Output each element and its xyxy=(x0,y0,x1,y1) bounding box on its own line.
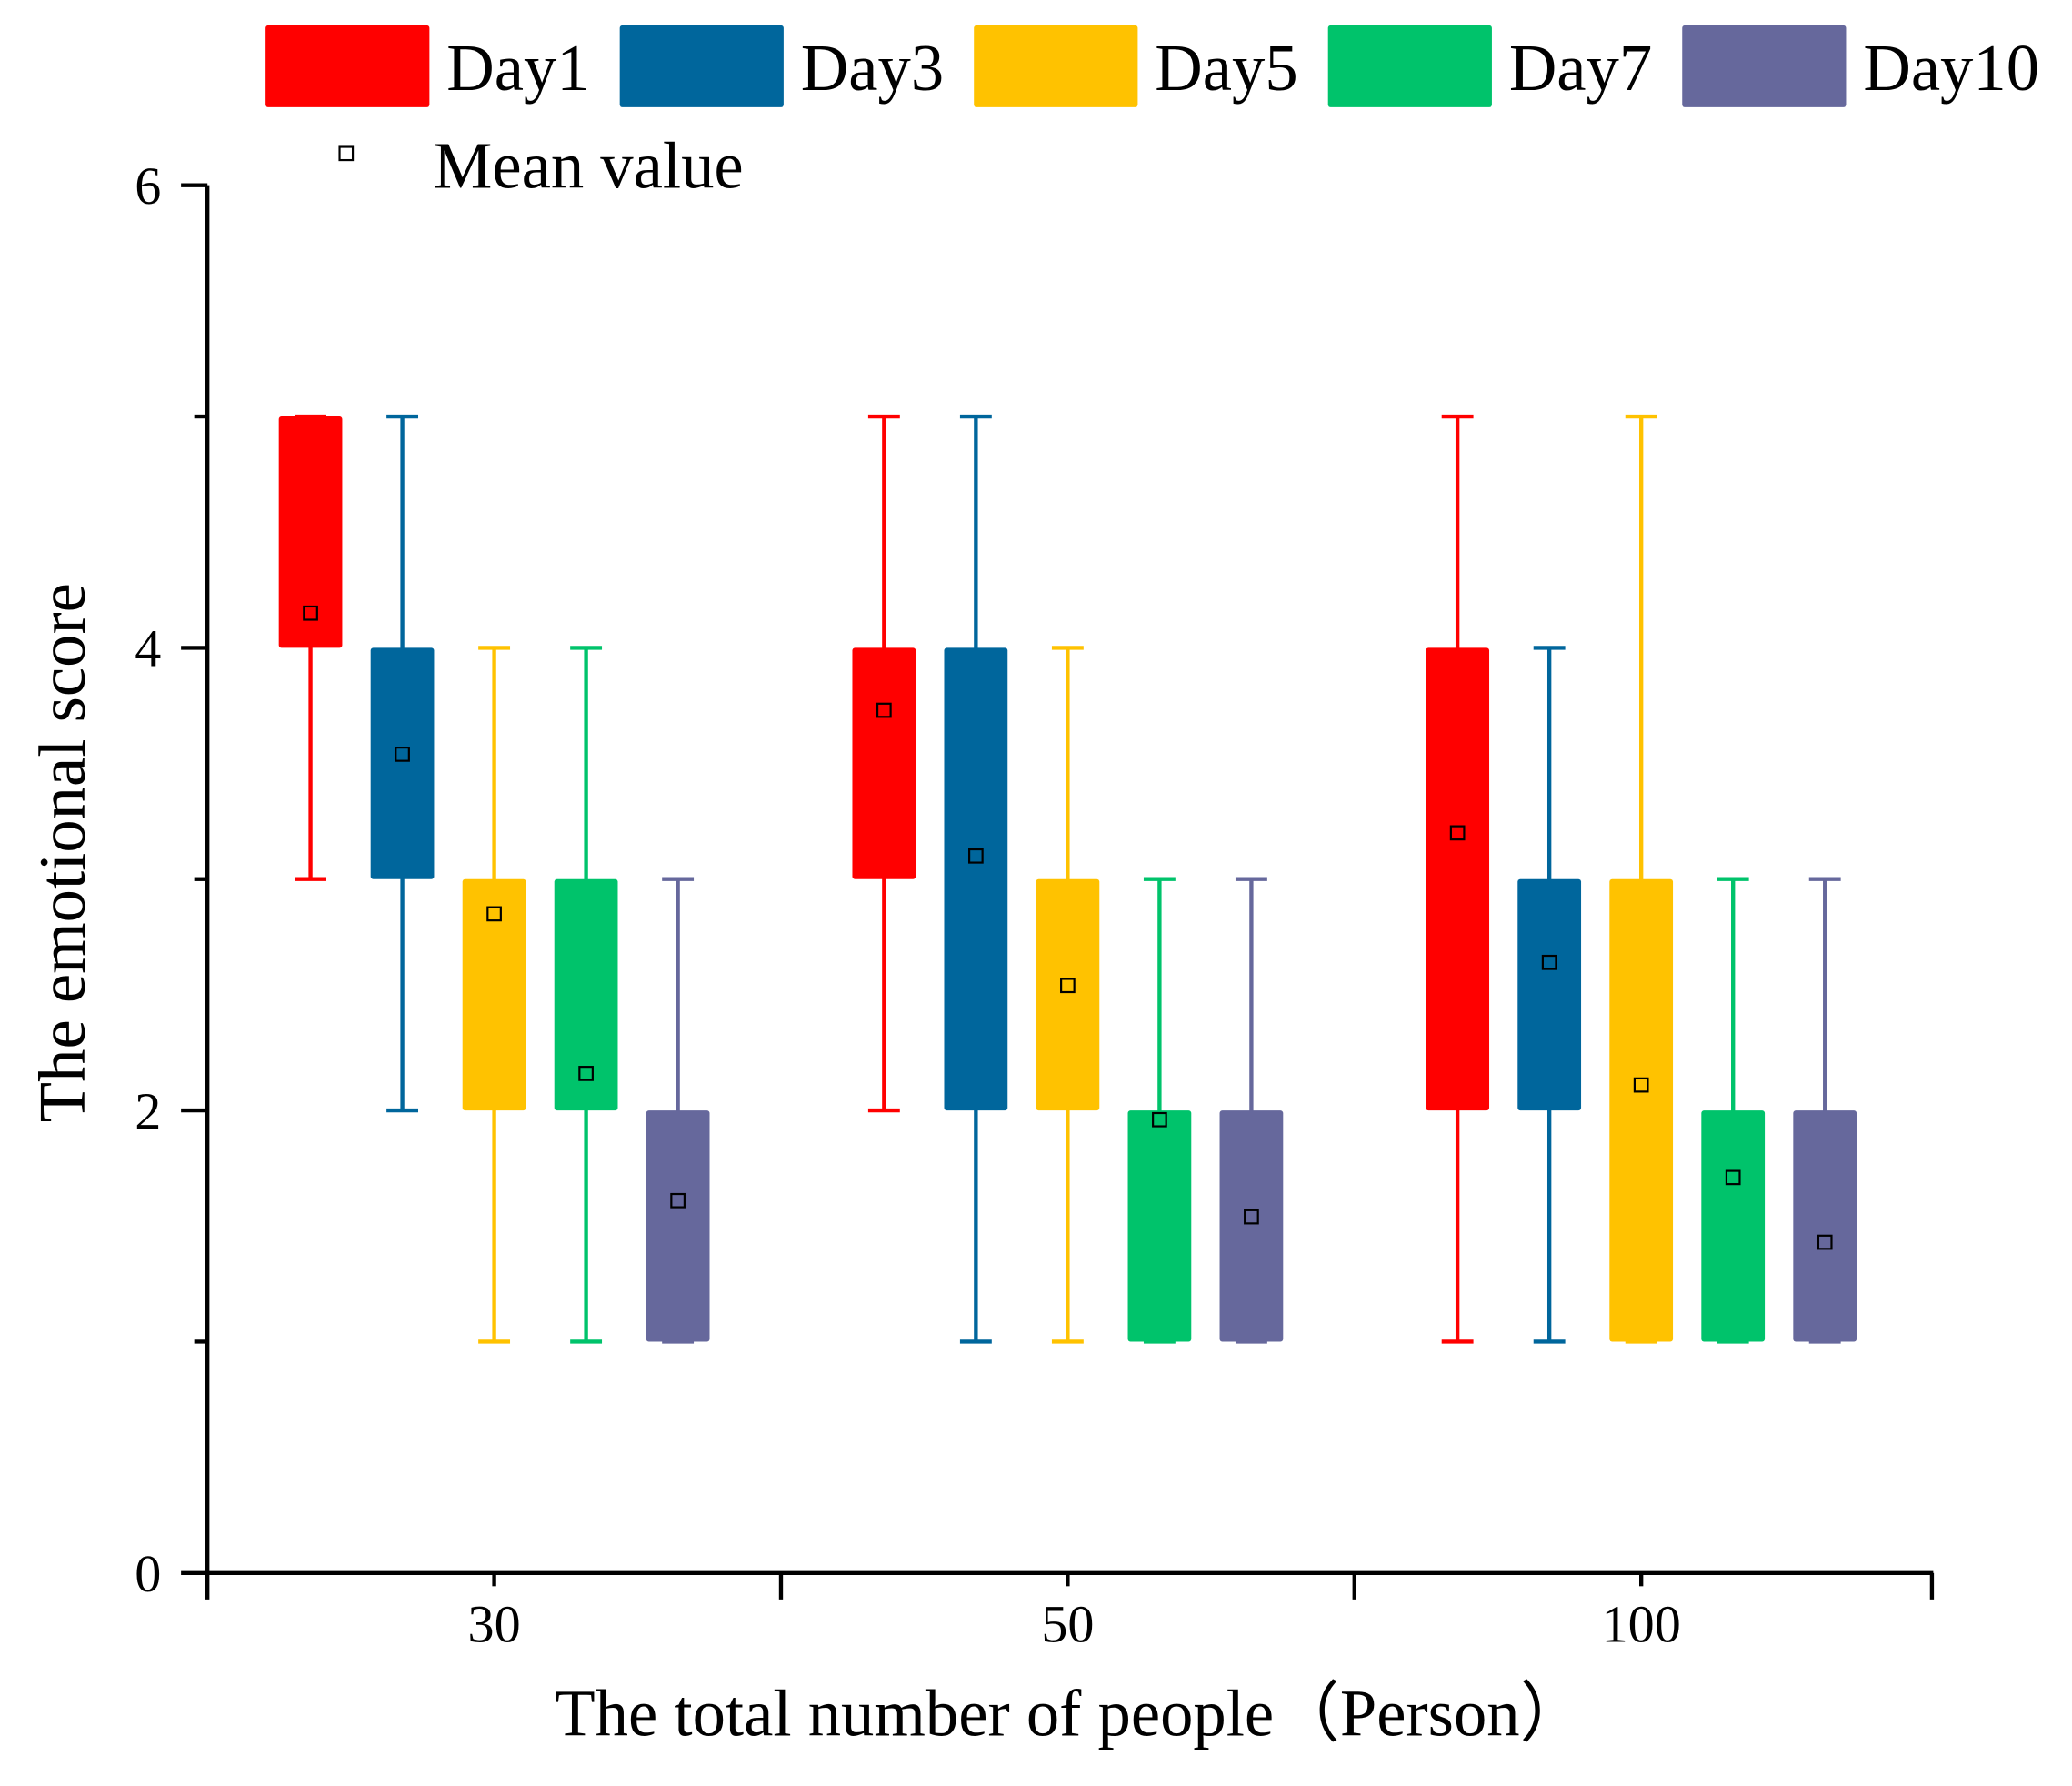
x-tick-label: 100 xyxy=(1602,1594,1681,1653)
legend: Day1 Day3 Day5 Day7 Day10 Mean value xyxy=(265,25,2039,203)
x-tick-label: 30 xyxy=(468,1594,521,1653)
legend-label-day5: Day5 xyxy=(1155,31,1297,105)
mean-marker xyxy=(578,1066,594,1081)
box xyxy=(370,647,435,879)
y-tick-label: 6 xyxy=(135,156,161,216)
legend-mean-marker xyxy=(338,145,355,162)
x-tick-label: 50 xyxy=(1041,1594,1094,1653)
mean-marker xyxy=(1449,825,1466,841)
box xyxy=(944,647,1008,1111)
x-axis-label: The total number of people（Person） xyxy=(555,1677,1586,1751)
plot-area xyxy=(278,414,1857,1344)
box-day1-30 xyxy=(278,414,343,881)
y-axis-label: The emotional score xyxy=(25,583,99,1122)
mean-marker xyxy=(395,747,410,762)
box-day5-30 xyxy=(462,646,526,1344)
y-tick-label: 2 xyxy=(135,1081,161,1140)
axes: 0 2 4 6 30 50 100 xyxy=(135,156,1935,1653)
box-day1-50 xyxy=(852,414,916,1113)
legend-swatch-day1 xyxy=(265,25,430,107)
legend-label-day1: Day1 xyxy=(446,31,589,105)
box xyxy=(1426,647,1490,1111)
legend-label-day7: Day7 xyxy=(1509,31,1652,105)
legend-mean-label: Mean value xyxy=(434,129,744,203)
box-day10-50 xyxy=(1219,877,1284,1344)
box-day3-30 xyxy=(370,414,435,1113)
box xyxy=(646,1110,710,1342)
mean-marker xyxy=(486,906,502,922)
mean-marker xyxy=(670,1192,686,1209)
box xyxy=(852,647,916,879)
box-day7-30 xyxy=(554,646,618,1344)
mean-marker xyxy=(1633,1077,1649,1093)
mean-marker xyxy=(876,702,892,718)
box xyxy=(278,416,343,648)
box-day3-100 xyxy=(1517,646,1582,1344)
legend-swatch-day10 xyxy=(1682,25,1847,107)
box-day5-100 xyxy=(1609,414,1674,1344)
mean-marker xyxy=(1060,978,1076,994)
box-day3-50 xyxy=(944,414,1008,1344)
legend-swatch-day3 xyxy=(619,25,784,107)
box xyxy=(1609,878,1674,1342)
mean-marker xyxy=(1152,1111,1167,1128)
box xyxy=(554,878,618,1111)
mean-marker xyxy=(303,605,318,621)
legend-label-day3: Day3 xyxy=(801,31,944,105)
mean-marker xyxy=(1244,1209,1259,1225)
box-day5-50 xyxy=(1036,646,1100,1344)
box xyxy=(1219,1110,1284,1342)
box xyxy=(462,878,526,1111)
box xyxy=(1517,878,1582,1111)
mean-marker xyxy=(968,848,984,864)
box-day7-100 xyxy=(1701,877,1766,1344)
box-day10-100 xyxy=(1793,877,1857,1344)
mean-marker xyxy=(1817,1234,1833,1250)
box xyxy=(1701,1110,1766,1342)
mean-marker xyxy=(1725,1169,1741,1186)
legend-label-day10: Day10 xyxy=(1863,31,2039,105)
box xyxy=(1127,1110,1192,1342)
y-tick-label: 0 xyxy=(135,1544,161,1603)
box-day1-100 xyxy=(1426,414,1490,1344)
box xyxy=(1036,878,1100,1111)
box-day7-50 xyxy=(1127,877,1192,1344)
box xyxy=(1793,1110,1857,1342)
legend-swatch-day5 xyxy=(974,25,1138,107)
mean-marker xyxy=(1541,954,1557,970)
legend-swatch-day7 xyxy=(1327,25,1492,107)
y-tick-label: 4 xyxy=(135,619,161,678)
box-day10-30 xyxy=(646,877,710,1344)
